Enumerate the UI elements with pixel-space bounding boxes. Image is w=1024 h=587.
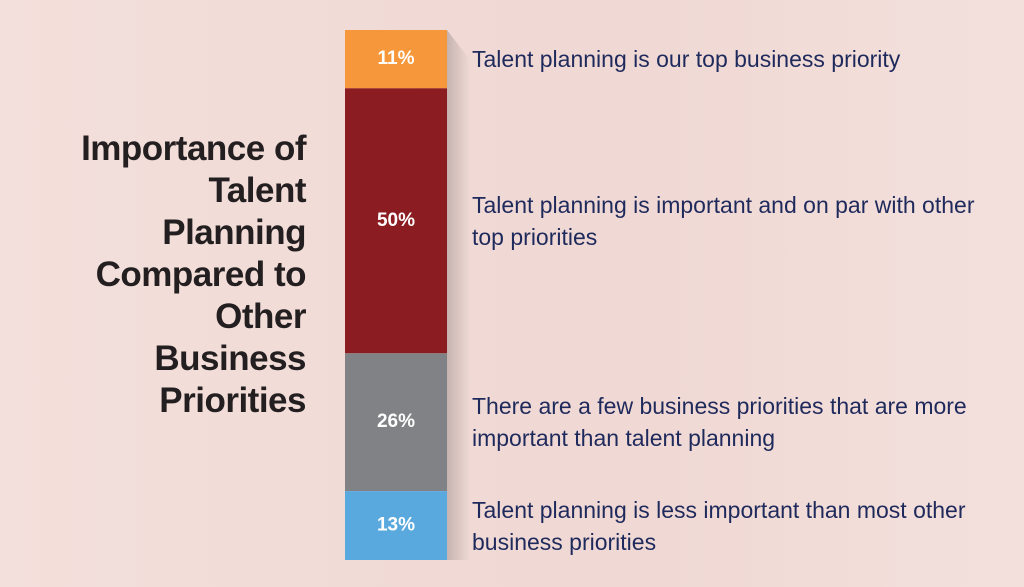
bar-shadow (447, 30, 470, 560)
bar-segment (345, 491, 447, 560)
legend-label: Talent planning is important and on par … (472, 191, 975, 250)
bar-segment (345, 353, 447, 492)
legend-label: There are a few business priorities that… (472, 393, 967, 452)
value-label: 13% (377, 515, 415, 536)
value-label: 11% (378, 48, 415, 69)
chart-title: Importance of Talent Planning Compared t… (81, 129, 306, 420)
bar-segment (345, 30, 447, 89)
value-label: 50% (377, 210, 415, 231)
bar-segment (345, 88, 447, 354)
value-label: 26% (377, 411, 415, 432)
legend-label: Talent planning is less important than m… (472, 496, 966, 555)
legend-label: Talent planning is our top business prio… (472, 46, 901, 73)
